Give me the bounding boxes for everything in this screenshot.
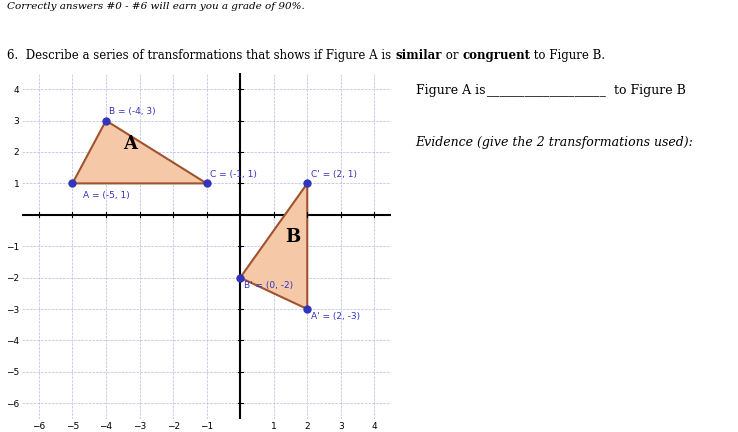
Polygon shape <box>240 184 307 309</box>
Text: similar: similar <box>396 49 442 62</box>
Text: Figure A is: Figure A is <box>415 84 489 97</box>
Text: Evidence (give the 2 transformations used):: Evidence (give the 2 transformations use… <box>415 136 694 149</box>
Text: to Figure B.: to Figure B. <box>530 49 605 62</box>
Text: congruent: congruent <box>462 49 530 62</box>
Text: 6.  Describe a series of transformations that shows if Figure A is: 6. Describe a series of transformations … <box>7 49 396 62</box>
Text: B: B <box>286 228 300 245</box>
Text: or: or <box>442 49 462 62</box>
Text: A: A <box>123 135 137 153</box>
Text: B = (-4, 3): B = (-4, 3) <box>109 107 156 116</box>
Text: Correctly answers #0 - #6 will earn you a grade of 90%.: Correctly answers #0 - #6 will earn you … <box>7 2 305 11</box>
Text: to Figure B: to Figure B <box>610 84 686 97</box>
Polygon shape <box>72 121 207 184</box>
Text: C' = (2, 1): C' = (2, 1) <box>311 170 356 179</box>
Text: C = (-1, 1): C = (-1, 1) <box>210 170 257 179</box>
Text: A = (-5, 1): A = (-5, 1) <box>83 191 129 200</box>
Text: ___________________: ___________________ <box>487 84 606 97</box>
Text: B' = (0, -2): B' = (0, -2) <box>244 281 293 290</box>
Text: A' = (2, -3): A' = (2, -3) <box>311 312 359 321</box>
